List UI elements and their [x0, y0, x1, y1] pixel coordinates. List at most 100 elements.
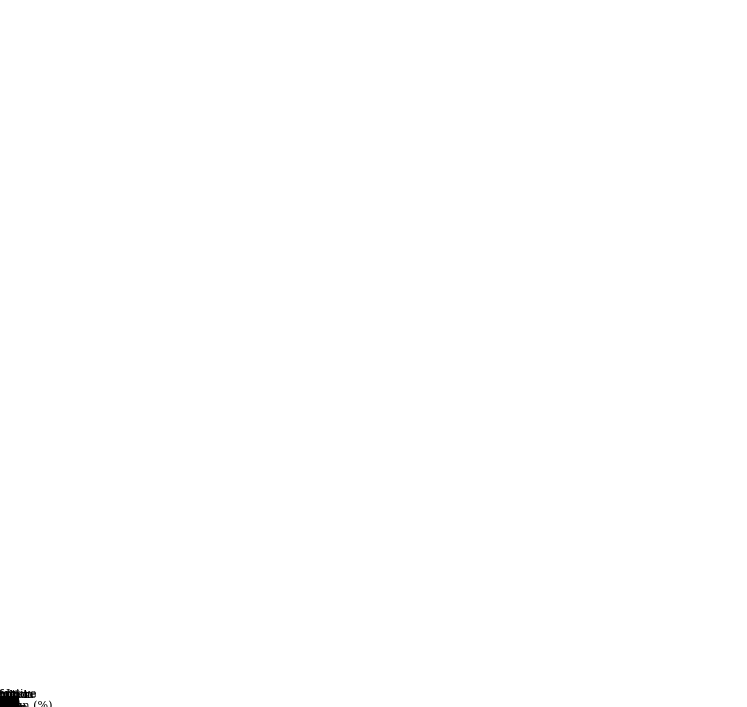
Text: 5.55: 5.55 [0, 700, 14, 707]
Text: 2.70: 2.70 [0, 701, 17, 707]
Text: 2: 2 [4, 699, 9, 706]
Text: 3.12: 3.12 [0, 700, 14, 707]
Text: -0.42: -0.42 [0, 696, 17, 706]
Text: -0.40: -0.40 [0, 697, 17, 707]
Text: ~5.32: ~5.32 [0, 697, 21, 707]
Text: I$_2$-graphene
distance: I$_2$-graphene distance [0, 687, 37, 707]
Text: 2.71: 2.71 [0, 696, 17, 706]
Text: -0.05: -0.05 [0, 696, 20, 706]
Text: 3.14: 3.14 [0, 701, 16, 707]
Text: 1.39: 1.39 [0, 696, 14, 706]
Text: -0.33: -0.33 [0, 700, 17, 707]
Text: 2.00: 2.00 [0, 699, 14, 707]
Text: ~5,32: ~5,32 [0, 698, 21, 707]
Text: 3.22: 3.22 [0, 701, 16, 707]
Text: ~5,21: ~5,21 [0, 698, 21, 707]
Text: 5.55: 5.55 [0, 701, 14, 707]
Text: -0.42: -0.42 [0, 696, 17, 706]
Text: 4.16: 4.16 [0, 700, 14, 707]
Text: I$_2$ Effective
charge: I$_2$ Effective charge [0, 688, 38, 707]
Text: -0.03: -0.03 [0, 696, 20, 706]
Text: 2.71: 2.71 [0, 696, 17, 706]
Text: 12.50: 12.50 [0, 699, 17, 707]
Text: 2: 2 [3, 697, 8, 705]
Text: 3.24: 3.24 [0, 699, 16, 707]
Text: -0.01: -0.01 [0, 700, 20, 707]
Text: 4.91: 4.91 [0, 699, 16, 707]
Text: 3.29: 3.29 [0, 700, 16, 707]
Text: 3.12: 3.12 [0, 696, 14, 706]
Text: 3.83: 3.83 [0, 698, 16, 707]
Text: 2: 2 [3, 699, 8, 706]
Text: -0.03: -0.03 [0, 701, 20, 707]
Text: 3.68: 3.68 [0, 697, 16, 707]
Text: 3.26: 3.26 [0, 700, 16, 707]
Text: 2.69: 2.69 [0, 700, 17, 707]
Text: 14.51: 14.51 [0, 696, 20, 706]
Text: ~7,38: ~7,38 [0, 701, 21, 707]
Text: 5.55: 5.55 [0, 699, 14, 707]
Text: -0.42: -0.42 [0, 696, 17, 706]
Text: -0.03: -0.03 [0, 699, 20, 707]
Text: -0.352: -0.352 [0, 700, 20, 707]
Text: 3.84: 3.84 [0, 697, 16, 707]
Text: (g)⊥: (g)⊥ [0, 699, 13, 707]
Text: -0.31: -0.31 [0, 700, 17, 707]
Text: -0.512: -0.512 [0, 697, 20, 707]
Text: -0.375: -0.375 [0, 699, 20, 707]
Text: 2.71: 2.71 [0, 697, 17, 707]
Text: 3.39: 3.39 [0, 699, 16, 707]
Text: 3.12: 3.12 [0, 699, 14, 707]
Text: 2.00: 2.00 [0, 700, 14, 707]
Text: ~7,38: ~7,38 [0, 699, 21, 707]
Text: 4.67: 4.67 [0, 696, 16, 706]
Text: 2.00: 2.00 [0, 696, 14, 706]
Text: -0.42: -0.42 [0, 697, 17, 707]
Text: 4.16: 4.16 [0, 696, 14, 706]
Text: 11.08: 11.08 [0, 698, 20, 707]
Text: 7.38: 7.38 [0, 699, 16, 707]
Text: 4.16: 4.16 [0, 699, 14, 707]
Text: 2: 2 [4, 702, 9, 707]
Text: 9.84: 9.84 [0, 701, 16, 707]
Text: -0.01: -0.01 [0, 700, 20, 707]
Text: -0.01: -0.01 [0, 701, 20, 707]
Text: 4.16: 4.16 [0, 697, 14, 707]
Text: -0.379: -0.379 [0, 701, 20, 707]
Text: 12.50: 12.50 [0, 699, 17, 707]
Text: 9.84: 9.84 [0, 699, 16, 707]
Text: 2: 2 [4, 700, 9, 707]
Text: 3.80: 3.80 [0, 696, 16, 706]
Text: 2: 2 [3, 698, 8, 706]
Text: 2.00: 2.00 [0, 701, 14, 707]
Text: (c)∥: (c)∥ [0, 697, 10, 707]
Text: -0.48: -0.48 [0, 696, 17, 706]
Text: -0.02: -0.02 [0, 697, 20, 707]
Text: (a)∥: (a)∥ [0, 696, 10, 706]
Text: 12.05: 12.05 [0, 696, 20, 706]
Text: -0.02: -0.02 [0, 699, 20, 707]
Text: 4.91: 4.91 [0, 701, 16, 707]
Text: 3.81: 3.81 [0, 697, 16, 707]
Text: 9.59: 9.59 [0, 699, 16, 707]
Text: 2.69: 2.69 [0, 699, 17, 707]
Text: 3.59: 3.59 [0, 696, 16, 706]
Text: (e)∥: (e)∥ [0, 698, 10, 707]
Text: 2.00: 2.00 [0, 698, 14, 707]
Text: 3.15: 3.15 [0, 699, 16, 707]
Text: -0.50: -0.50 [0, 699, 17, 707]
Text: 7.38: 7.38 [0, 700, 16, 707]
Text: 2: 2 [3, 699, 8, 707]
Text: 4.16: 4.16 [0, 698, 14, 707]
Text: 2: 2 [3, 702, 8, 707]
Text: 2: 2 [3, 698, 8, 706]
Text: 2.00: 2.00 [0, 699, 14, 707]
Text: 9.59: 9.59 [0, 697, 16, 707]
Text: 4.91: 4.91 [0, 699, 16, 707]
Text: Adsorption
energy: Adsorption energy [0, 689, 34, 707]
Text: -0.02: -0.02 [0, 698, 20, 707]
Text: 9.84: 9.84 [0, 700, 16, 707]
Text: 2.71: 2.71 [0, 696, 17, 706]
Text: 2.71: 2.71 [0, 696, 17, 706]
Text: -0.01: -0.01 [0, 700, 20, 707]
